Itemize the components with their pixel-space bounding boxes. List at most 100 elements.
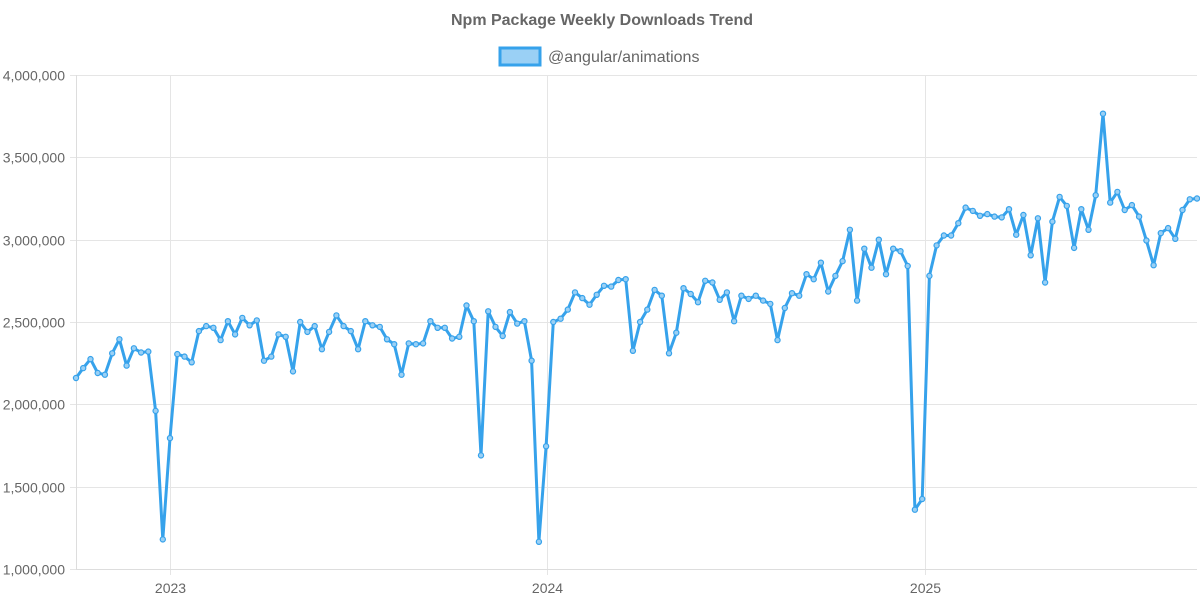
data-point[interactable]	[976, 212, 984, 219]
data-point[interactable]	[810, 276, 817, 283]
data-point[interactable]	[947, 232, 955, 239]
data-point[interactable]	[376, 323, 383, 331]
data-point[interactable]	[528, 357, 535, 364]
data-point[interactable]	[253, 317, 260, 324]
data-point[interactable]	[1135, 213, 1143, 220]
data-point[interactable]	[955, 219, 962, 227]
data-point[interactable]	[202, 322, 210, 330]
data-point[interactable]	[123, 362, 130, 369]
data-point[interactable]	[456, 333, 463, 340]
data-point[interactable]	[919, 495, 926, 503]
data-point[interactable]	[383, 336, 391, 343]
data-point[interactable]	[998, 214, 1005, 221]
data-point[interactable]	[145, 348, 152, 355]
data-point[interactable]	[882, 271, 890, 278]
data-point[interactable]	[398, 371, 405, 378]
data-point[interactable]	[615, 276, 622, 284]
data-point[interactable]	[651, 286, 658, 294]
data-point[interactable]	[759, 297, 767, 304]
data-point[interactable]	[87, 355, 94, 363]
data-point[interactable]	[1013, 231, 1020, 238]
data-point[interactable]	[441, 324, 448, 331]
data-point[interactable]	[665, 350, 673, 357]
data-point[interactable]	[542, 443, 550, 450]
data-point[interactable]	[730, 318, 738, 325]
data-point[interactable]	[275, 331, 282, 338]
data-point[interactable]	[166, 434, 174, 442]
data-point[interactable]	[716, 296, 723, 303]
data-point[interactable]	[1114, 188, 1121, 196]
data-point[interactable]	[550, 318, 557, 326]
data-point[interactable]	[412, 341, 420, 348]
data-point[interactable]	[608, 283, 615, 290]
data-point[interactable]	[890, 245, 897, 252]
data-point[interactable]	[297, 318, 304, 326]
data-point[interactable]	[1056, 193, 1063, 201]
data-point[interactable]	[832, 272, 839, 280]
data-point[interactable]	[600, 282, 608, 289]
data-point[interactable]	[470, 318, 477, 325]
data-point[interactable]	[622, 276, 629, 283]
data-point[interactable]	[181, 353, 188, 360]
data-point[interactable]	[246, 322, 253, 329]
data-point[interactable]	[79, 364, 87, 372]
data-point[interactable]	[347, 327, 354, 335]
data-point[interactable]	[477, 452, 485, 459]
data-point[interactable]	[137, 349, 145, 356]
data-point[interactable]	[231, 331, 239, 338]
data-point[interactable]	[268, 353, 275, 360]
data-point[interactable]	[405, 340, 412, 347]
data-point[interactable]	[803, 271, 810, 278]
data-point[interactable]	[1157, 229, 1165, 237]
data-point[interactable]	[796, 292, 803, 299]
data-point[interactable]	[94, 369, 101, 377]
legend[interactable]: @angular/animations	[498, 46, 699, 67]
data-point[interactable]	[1085, 226, 1092, 233]
data-point[interactable]	[369, 322, 376, 329]
data-point[interactable]	[434, 324, 441, 331]
data-point[interactable]	[839, 257, 846, 265]
data-point[interactable]	[325, 328, 333, 336]
data-point[interactable]	[1049, 218, 1056, 225]
legend-label[interactable]: @angular/animations	[548, 49, 699, 66]
legend-swatch[interactable]	[498, 46, 542, 67]
data-point[interactable]	[72, 374, 80, 382]
data-point[interactable]	[673, 329, 680, 336]
data-point[interactable]	[239, 314, 246, 322]
data-point[interactable]	[1005, 205, 1013, 213]
data-point[interactable]	[391, 341, 398, 348]
data-point[interactable]	[535, 538, 543, 546]
data-point[interactable]	[152, 407, 159, 415]
data-point[interactable]	[1128, 201, 1136, 209]
data-point[interactable]	[108, 350, 116, 357]
data-point[interactable]	[1041, 279, 1049, 286]
data-point[interactable]	[260, 357, 268, 364]
data-point[interactable]	[984, 210, 991, 218]
data-point[interactable]	[499, 332, 506, 340]
data-point[interactable]	[1150, 262, 1157, 269]
data-point[interactable]	[1143, 237, 1150, 244]
data-point[interactable]	[485, 308, 492, 315]
data-point[interactable]	[962, 204, 969, 211]
data-point[interactable]	[767, 300, 774, 308]
data-point[interactable]	[318, 346, 326, 353]
data-point[interactable]	[680, 285, 687, 292]
data-point[interactable]	[904, 262, 911, 270]
data-point[interactable]	[694, 299, 702, 306]
data-point[interactable]	[636, 318, 644, 326]
data-point[interactable]	[521, 318, 528, 325]
data-point[interactable]	[174, 350, 181, 358]
data-point[interactable]	[1092, 191, 1099, 199]
data-point[interactable]	[875, 236, 883, 243]
data-point[interactable]	[738, 292, 745, 299]
data-point[interactable]	[195, 327, 203, 335]
data-point[interactable]	[723, 289, 731, 296]
data-point[interactable]	[781, 304, 789, 312]
data-point[interactable]	[1099, 110, 1107, 117]
data-point[interactable]	[224, 318, 232, 325]
data-point[interactable]	[564, 306, 572, 313]
data-point[interactable]	[159, 536, 166, 543]
data-point[interactable]	[940, 232, 948, 239]
data-point[interactable]	[282, 333, 289, 340]
data-point[interactable]	[289, 368, 297, 375]
